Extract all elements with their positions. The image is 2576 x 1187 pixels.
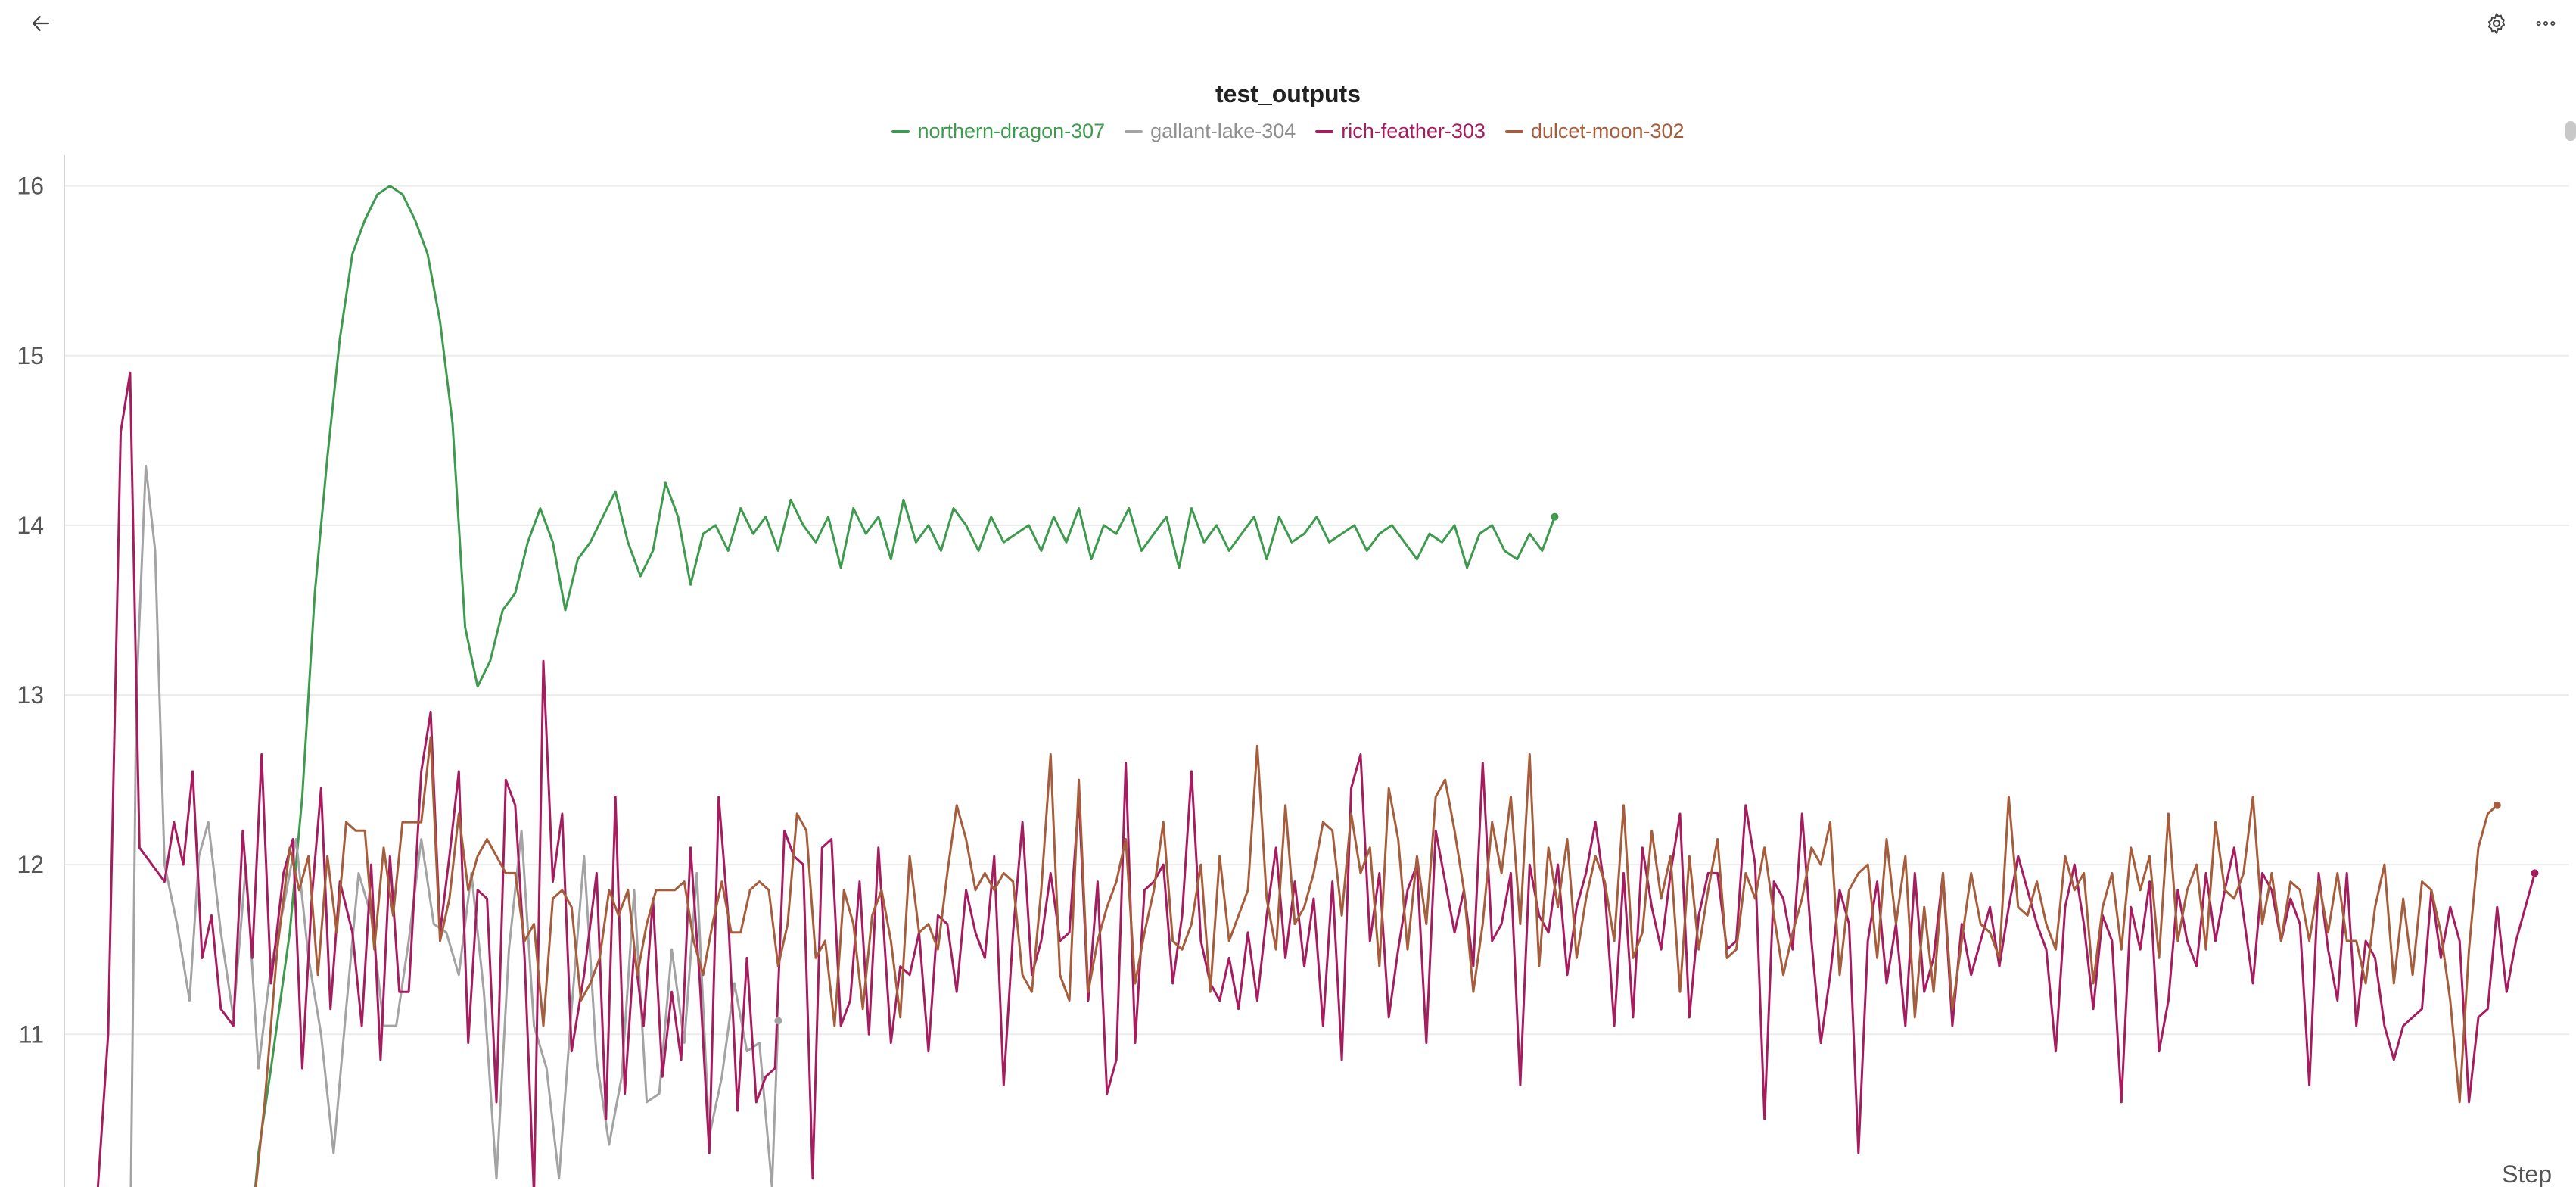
- endpoint-rich-feather-303: [2531, 869, 2539, 877]
- legend-scrollbar[interactable]: [2565, 121, 2576, 141]
- y-tick-label: 16: [17, 173, 44, 200]
- legend-label: rich-feather-303: [1341, 120, 1486, 142]
- settings-button[interactable]: [2475, 4, 2518, 46]
- series-endpoints: [774, 512, 2539, 1025]
- legend-label: gallant-lake-304: [1150, 120, 1296, 142]
- y-tick-label: 14: [17, 512, 44, 539]
- legend-swatch: [1315, 129, 1334, 133]
- legend-item-gallant-lake-304[interactable]: gallant-lake-304: [1125, 120, 1296, 143]
- y-tick-label: 11: [19, 1020, 44, 1048]
- endpoint-gallant-lake-304: [774, 1017, 782, 1025]
- legend-label: dulcet-moon-302: [1530, 120, 1685, 142]
- series-line-northern-dragon-307[interactable]: [233, 185, 1556, 1187]
- legend-item-northern-dragon-307[interactable]: northern-dragon-307: [891, 120, 1105, 143]
- gear-icon: [2484, 11, 2509, 39]
- series-line-rich-feather-303[interactable]: [95, 371, 2536, 1187]
- endpoint-northern-dragon-307: [1551, 512, 1559, 521]
- series-line-dulcet-moon-302[interactable]: [252, 736, 2498, 1187]
- series-line-gallant-lake-304[interactable]: [127, 464, 779, 1187]
- back-button[interactable]: [20, 4, 62, 46]
- more-options-button[interactable]: [2525, 4, 2567, 46]
- legend-item-rich-feather-303[interactable]: rich-feather-303: [1315, 120, 1486, 143]
- grid: [64, 185, 2569, 1036]
- legend-swatch: [1504, 129, 1523, 133]
- x-axis-label: Step: [2502, 1161, 2552, 1187]
- legend-item-dulcet-moon-302[interactable]: dulcet-moon-302: [1504, 120, 1685, 143]
- legend-swatch: [891, 129, 910, 133]
- chart-legend: northern-dragon-307 gallant-lake-304 ric…: [0, 120, 2576, 143]
- legend-label: northern-dragon-307: [917, 120, 1106, 142]
- endpoint-dulcet-moon-302: [2493, 801, 2501, 809]
- more-horizontal-icon: [2534, 11, 2558, 39]
- y-tick-label: 13: [17, 681, 44, 709]
- y-axis-ticks: 11 12 13 14 15 16: [17, 173, 44, 1048]
- top-toolbar: [0, 0, 2576, 53]
- arrow-left-icon: [30, 12, 52, 39]
- y-tick-label: 12: [17, 851, 44, 878]
- y-tick-label: 15: [17, 342, 44, 369]
- chart-title: test_outputs: [1215, 80, 1361, 107]
- legend-swatch: [1125, 129, 1143, 133]
- series-lines: [95, 185, 2536, 1187]
